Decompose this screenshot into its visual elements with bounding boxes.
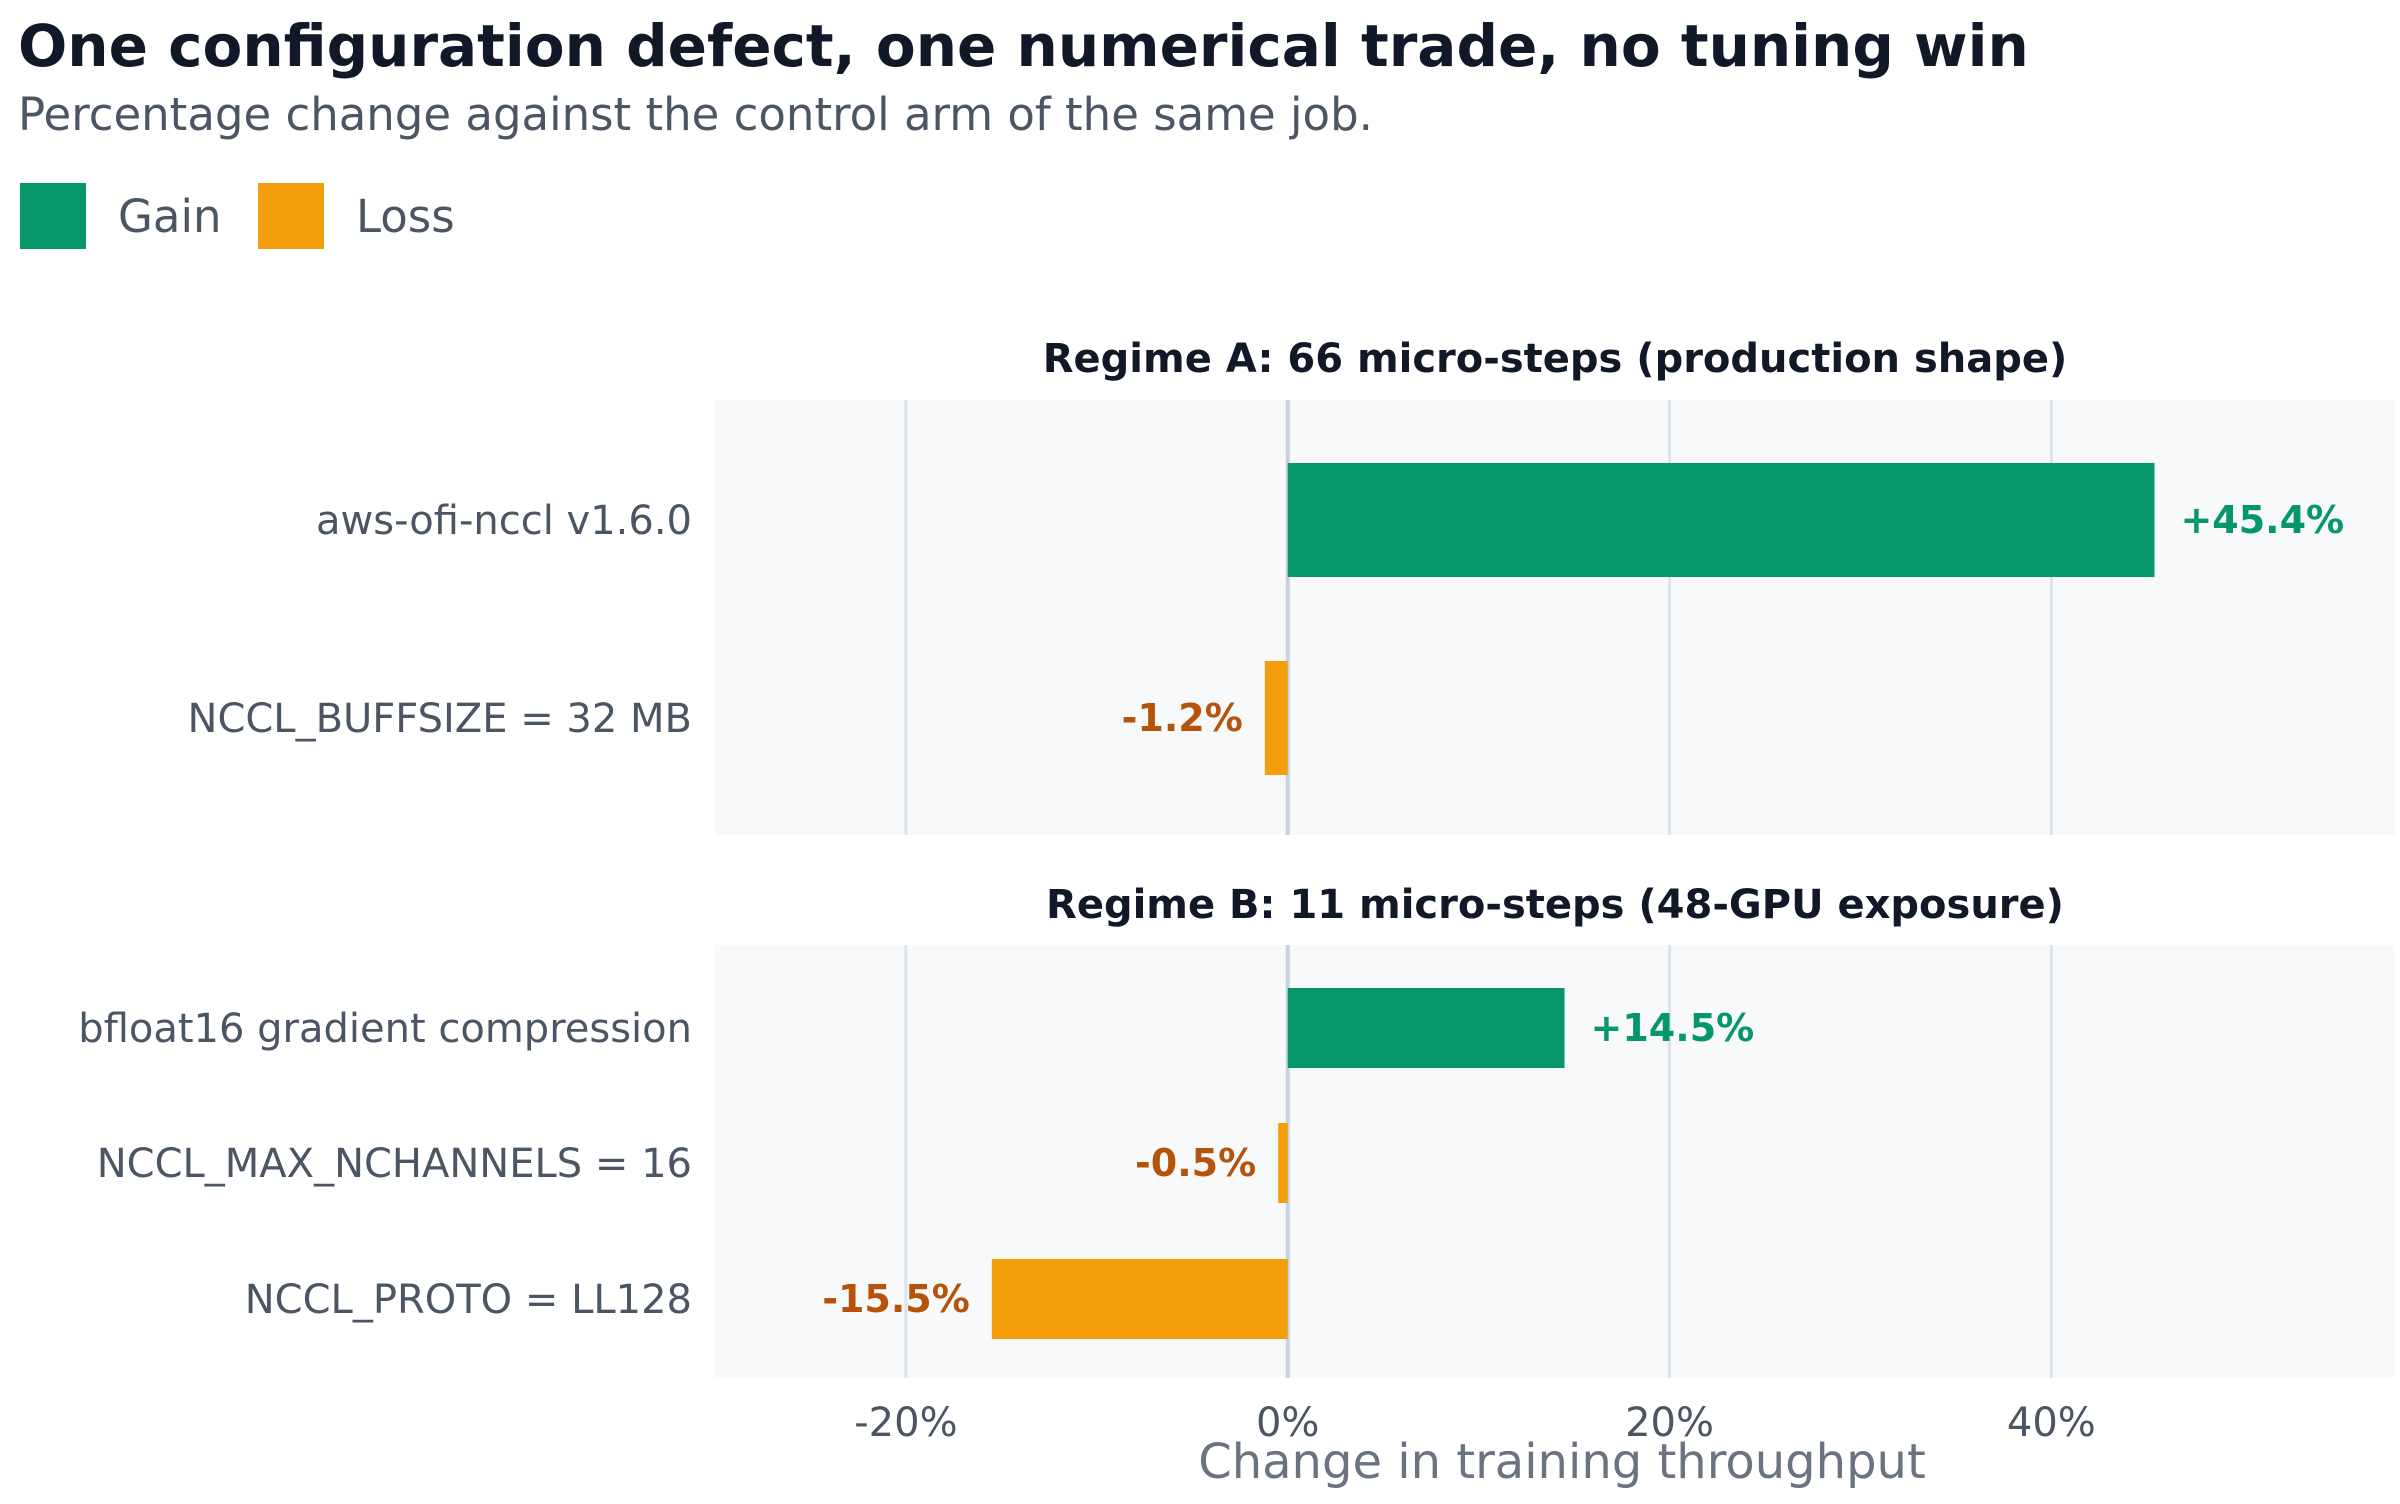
legend-label-loss: Loss — [356, 190, 455, 243]
value-label: +14.5% — [1591, 1006, 1755, 1050]
panel-title: Regime A: 66 micro-steps (production sha… — [1043, 336, 2068, 382]
bar — [991, 1259, 1288, 1339]
value-label: +45.4% — [2180, 498, 2344, 542]
legend-swatch-loss — [258, 183, 324, 249]
category-label: NCCL_MAX_NCHANNELS = 16 — [97, 1141, 692, 1187]
x-axis-title: Change in training throughput — [1198, 1434, 1926, 1490]
value-label: -0.5% — [1135, 1141, 1256, 1185]
legend: Gain Loss — [20, 183, 455, 249]
panel-regime-b: Regime B: 11 micro-steps (48-GPU exposur… — [78, 882, 2395, 1378]
chart-subtitle: Percentage change against the control ar… — [18, 88, 1373, 141]
panel-title: Regime B: 11 micro-steps (48-GPU exposur… — [1046, 882, 2064, 928]
category-label: bfloat16 gradient compression — [78, 1006, 692, 1052]
x-tick-label: 20% — [1625, 1400, 1714, 1446]
category-label: aws-ofi-nccl v1.6.0 — [316, 498, 692, 544]
panel-regime-a: Regime A: 66 micro-steps (production sha… — [188, 336, 2395, 835]
x-tick-label: 0% — [1256, 1400, 1319, 1446]
legend-item-gain: Gain — [20, 183, 221, 249]
x-tick-label: 40% — [2007, 1400, 2096, 1446]
bar — [1278, 1123, 1288, 1203]
bar — [1287, 463, 2155, 577]
bar — [1264, 661, 1288, 775]
category-label: NCCL_BUFFSIZE = 32 MB — [188, 696, 692, 742]
bar — [1287, 988, 1565, 1068]
value-label: -15.5% — [822, 1277, 970, 1321]
category-label: NCCL_PROTO = LL128 — [245, 1277, 692, 1323]
chart-panels: Regime A: 66 micro-steps (production sha… — [78, 336, 2395, 1378]
legend-item-loss: Loss — [258, 183, 455, 249]
x-axis: -20% 0% 20% 40% — [854, 1400, 2096, 1446]
legend-label-gain: Gain — [118, 190, 221, 243]
chart-title: One configuration defect, one numerical … — [18, 12, 2029, 80]
value-label: -1.2% — [1122, 696, 1243, 740]
x-tick-label: -20% — [854, 1400, 957, 1446]
legend-swatch-gain — [20, 183, 86, 249]
